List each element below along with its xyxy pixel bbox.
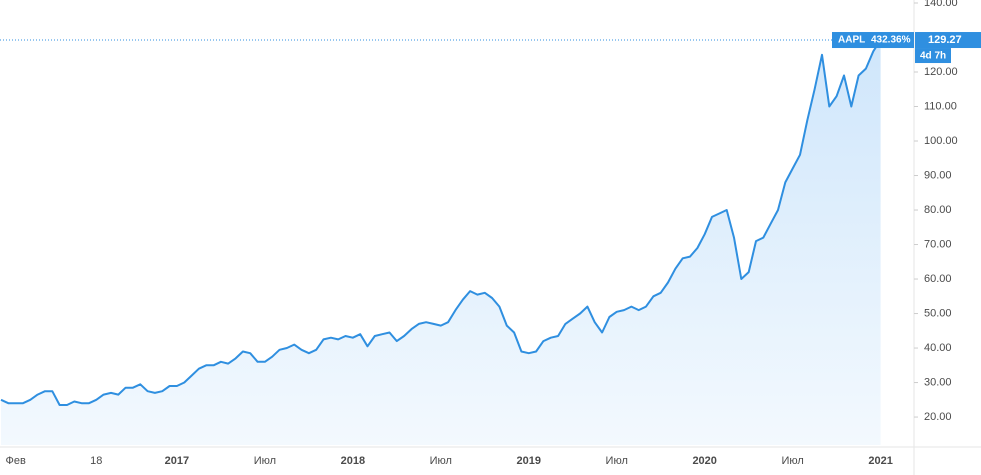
symbol-label: AAPL bbox=[838, 35, 865, 46]
y-tick-label: 40.00 bbox=[924, 342, 952, 354]
y-tick-label: 30.00 bbox=[924, 376, 952, 388]
symbol-badge bbox=[832, 32, 914, 49]
y-tick-label: 120.00 bbox=[924, 66, 958, 78]
x-tick-label: 2019 bbox=[517, 455, 541, 467]
y-tick-label: 70.00 bbox=[924, 238, 952, 250]
y-tick-label: 50.00 bbox=[924, 307, 952, 319]
y-tick-label: 80.00 bbox=[924, 204, 952, 216]
area bbox=[1, 40, 881, 445]
x-tick-label: 2017 bbox=[165, 455, 189, 467]
x-tick-label: 2018 bbox=[341, 455, 365, 467]
change-label: 432.36% bbox=[871, 35, 911, 46]
x-tick-label: Июл bbox=[781, 455, 803, 467]
price-label: 129.27 bbox=[928, 34, 962, 46]
y-tick-label: 110.00 bbox=[924, 100, 957, 112]
y-tick-label: 20.00 bbox=[924, 411, 952, 423]
x-tick-label: Фев bbox=[5, 455, 25, 467]
y-tick-label: 100.00 bbox=[924, 135, 958, 147]
countdown-badge bbox=[915, 48, 951, 64]
x-tick-label: Июл bbox=[254, 455, 276, 467]
x-tick-label: 2021 bbox=[868, 455, 892, 467]
countdown-label: 4d 7h bbox=[920, 51, 946, 62]
y-tick-label: 90.00 bbox=[924, 169, 952, 181]
x-tick-label: 2020 bbox=[692, 455, 716, 467]
line bbox=[0, 39, 882, 406]
x-tick-label: Июл bbox=[606, 455, 628, 467]
x-tick-label: 18 bbox=[90, 455, 102, 467]
y-tick-label: 60.00 bbox=[924, 273, 952, 285]
y-tick-label: 140.00 bbox=[924, 0, 958, 9]
price-badge bbox=[915, 32, 981, 49]
x-tick-label: Июл bbox=[430, 455, 452, 467]
